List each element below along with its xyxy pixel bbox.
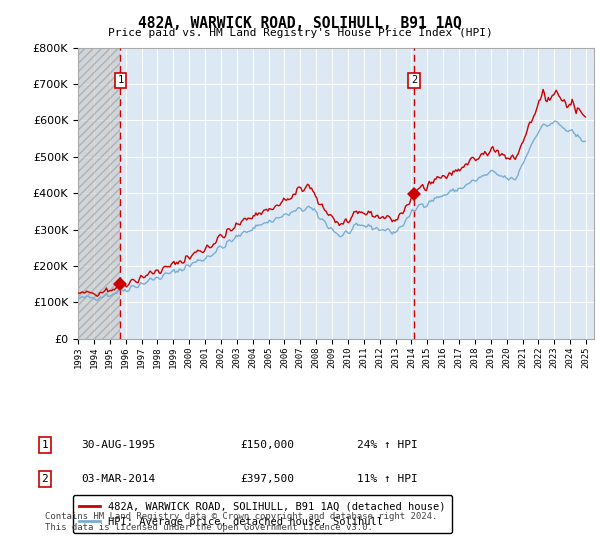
Text: £150,000: £150,000	[240, 440, 294, 450]
Text: 2: 2	[41, 474, 49, 484]
Text: 2: 2	[411, 76, 417, 85]
Text: 03-MAR-2014: 03-MAR-2014	[81, 474, 155, 484]
Legend: 482A, WARWICK ROAD, SOLIHULL, B91 1AQ (detached house), HPI: Average price, deta: 482A, WARWICK ROAD, SOLIHULL, B91 1AQ (d…	[73, 496, 452, 533]
Text: 482A, WARWICK ROAD, SOLIHULL, B91 1AQ: 482A, WARWICK ROAD, SOLIHULL, B91 1AQ	[138, 16, 462, 31]
Text: 24% ↑ HPI: 24% ↑ HPI	[357, 440, 418, 450]
Text: Price paid vs. HM Land Registry's House Price Index (HPI): Price paid vs. HM Land Registry's House …	[107, 28, 493, 38]
Text: Contains HM Land Registry data © Crown copyright and database right 2024.
This d: Contains HM Land Registry data © Crown c…	[45, 512, 437, 532]
Text: 1: 1	[41, 440, 49, 450]
Text: 30-AUG-1995: 30-AUG-1995	[81, 440, 155, 450]
Text: 1: 1	[117, 76, 124, 85]
Text: £397,500: £397,500	[240, 474, 294, 484]
Text: 11% ↑ HPI: 11% ↑ HPI	[357, 474, 418, 484]
Bar	[78, 48, 121, 339]
